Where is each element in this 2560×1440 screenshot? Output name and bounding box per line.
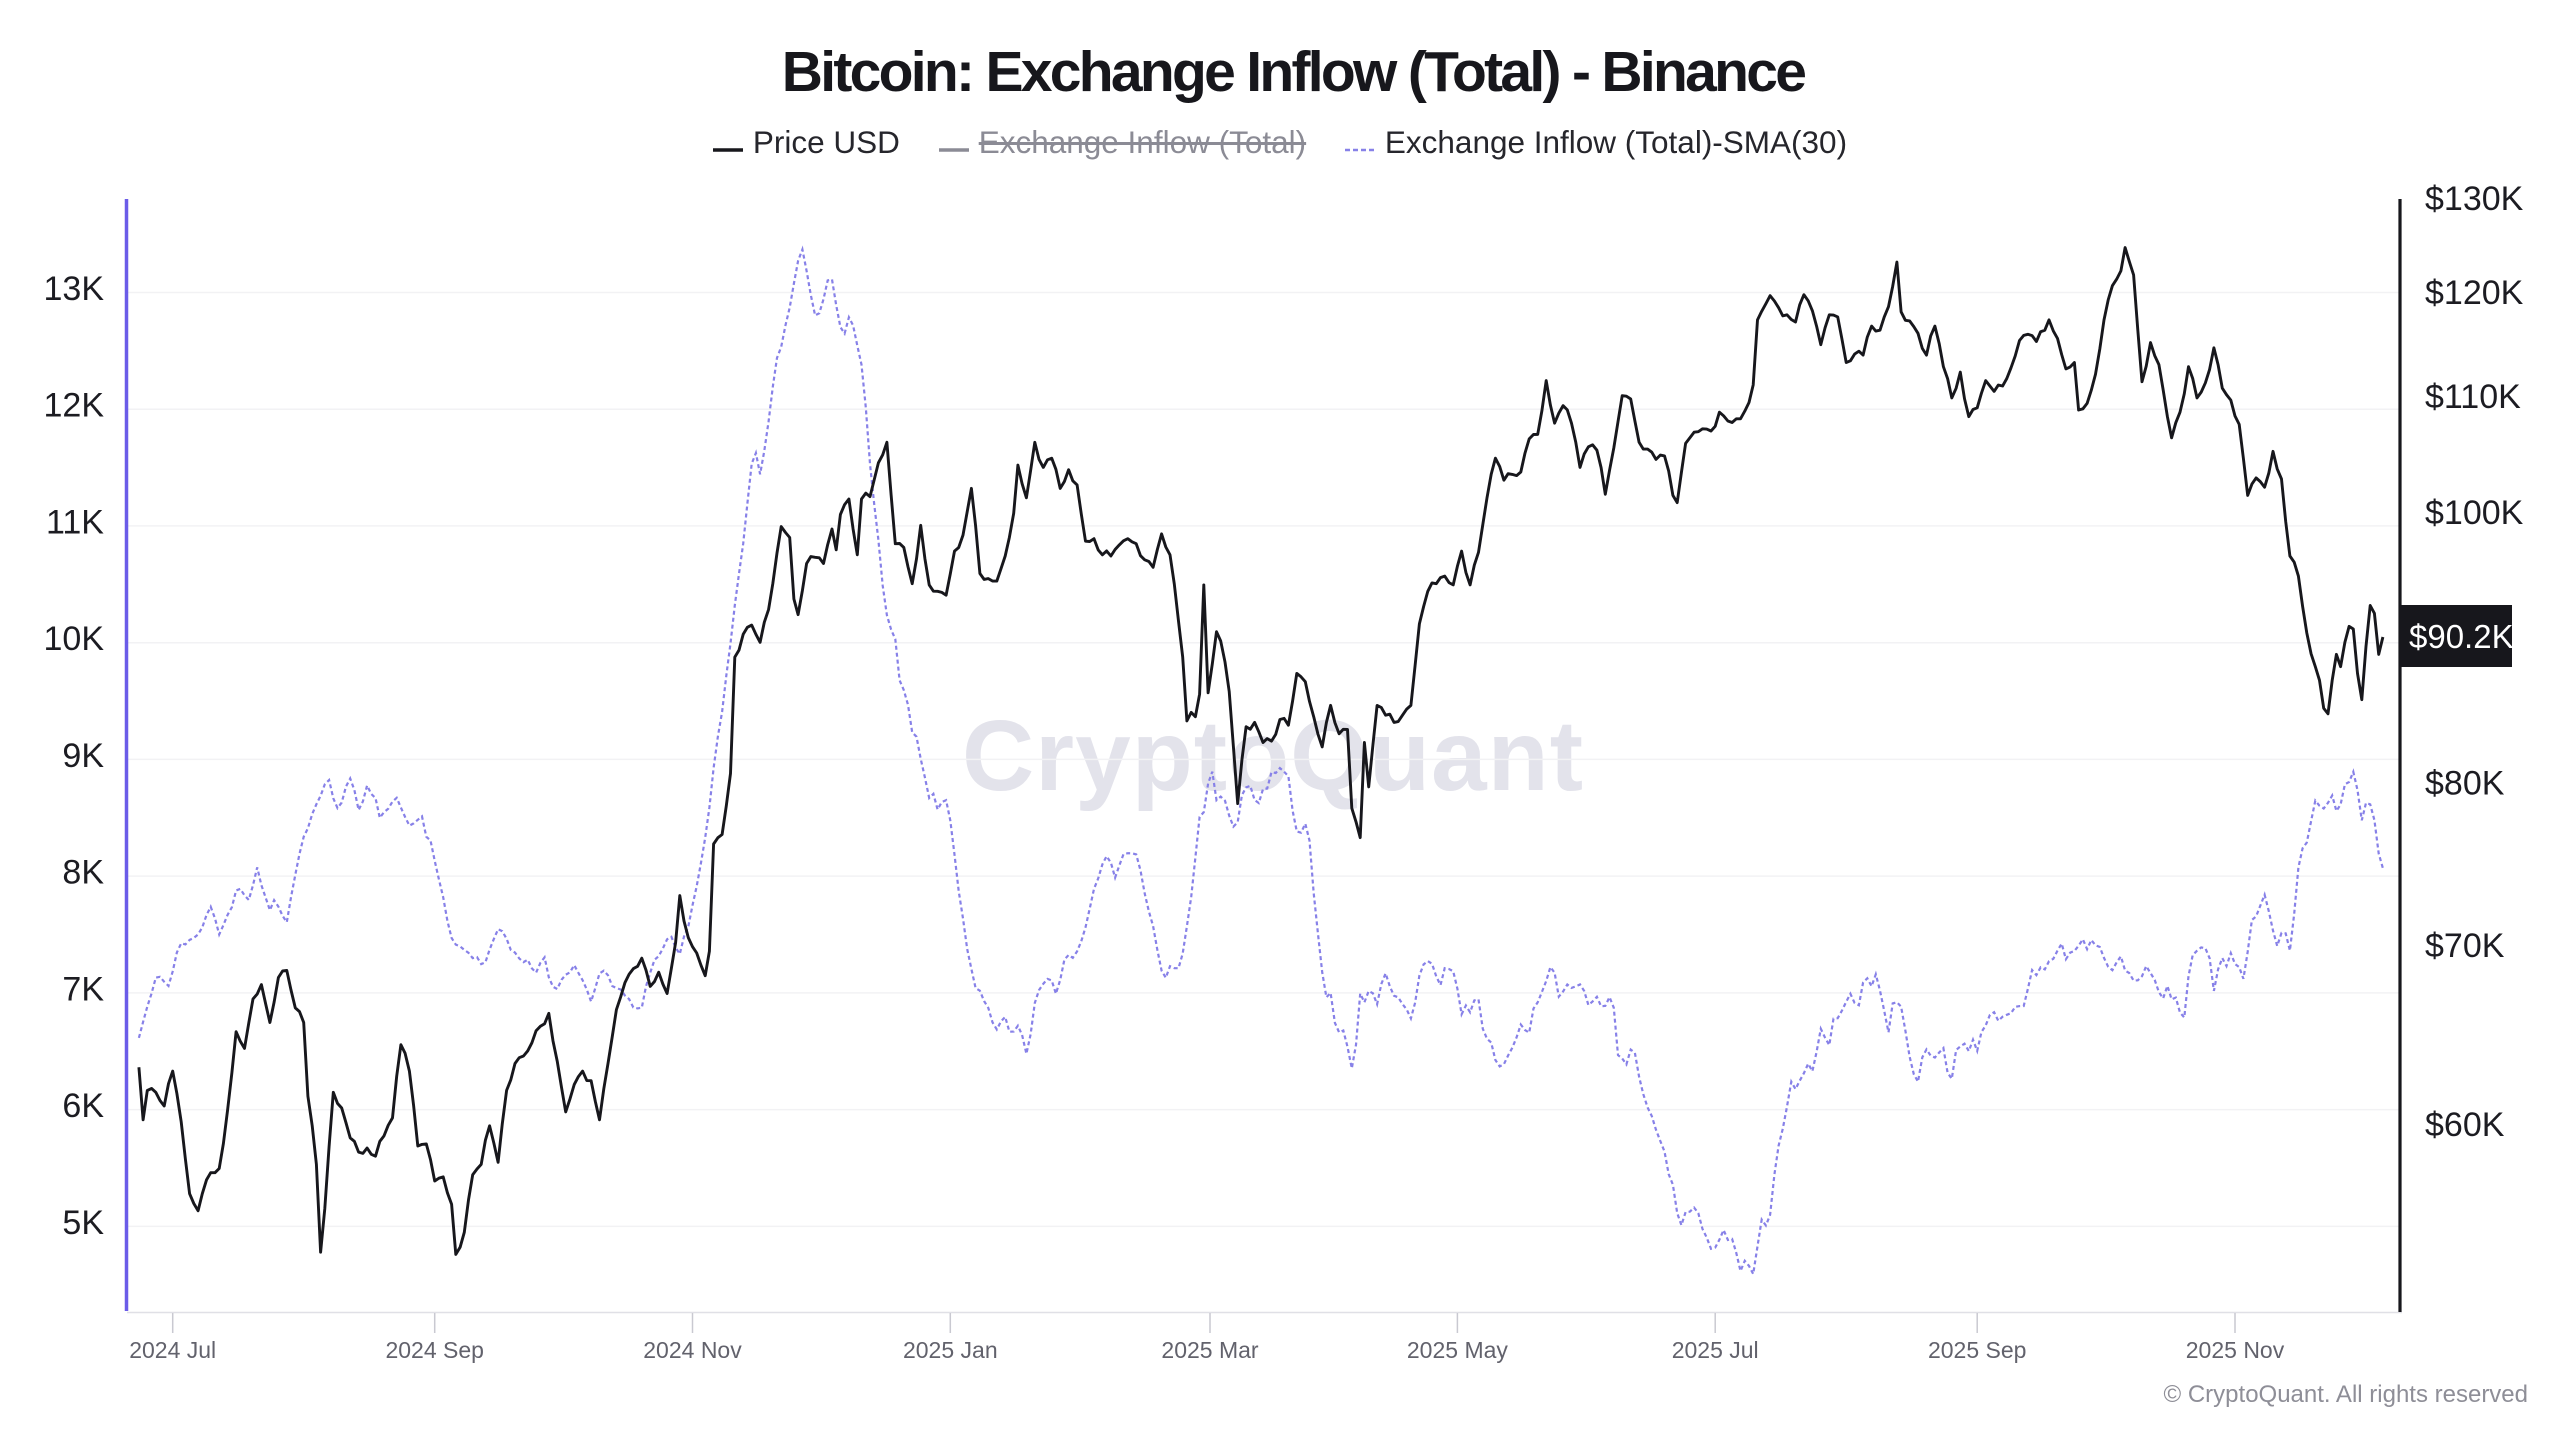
svg-text:2024 Sep: 2024 Sep	[385, 1337, 483, 1363]
svg-text:$100K: $100K	[2425, 494, 2524, 532]
svg-text:$80K: $80K	[2425, 764, 2505, 802]
svg-text:10K: 10K	[44, 620, 105, 658]
svg-text:CryptoQuant: CryptoQuant	[962, 700, 1584, 812]
svg-text:2025 Sep: 2025 Sep	[1928, 1337, 2026, 1363]
svg-text:2024 Nov: 2024 Nov	[643, 1337, 742, 1363]
svg-text:$70K: $70K	[2425, 927, 2505, 965]
svg-text:2025 Nov: 2025 Nov	[2186, 1337, 2285, 1363]
svg-text:$110K: $110K	[2425, 378, 2521, 416]
svg-text:$130K: $130K	[2425, 180, 2524, 218]
svg-text:9K: 9K	[62, 737, 104, 775]
svg-text:$60K: $60K	[2425, 1106, 2505, 1144]
svg-text:12K: 12K	[44, 387, 105, 425]
svg-text:8K: 8K	[62, 854, 104, 892]
svg-text:5K: 5K	[62, 1204, 104, 1242]
svg-text:2025 Mar: 2025 Mar	[1161, 1337, 1259, 1363]
svg-text:6K: 6K	[62, 1087, 104, 1125]
svg-text:$90.2K: $90.2K	[2409, 618, 2514, 655]
svg-text:2025 Jan: 2025 Jan	[903, 1337, 998, 1363]
svg-text:$120K: $120K	[2425, 274, 2524, 312]
svg-text:7K: 7K	[62, 970, 104, 1008]
svg-text:13K: 13K	[44, 270, 105, 308]
svg-text:2024 Jul: 2024 Jul	[129, 1337, 216, 1363]
svg-text:2025 May: 2025 May	[1407, 1337, 1509, 1363]
svg-text:11K: 11K	[46, 503, 104, 541]
svg-text:2025 Jul: 2025 Jul	[1672, 1337, 1759, 1363]
